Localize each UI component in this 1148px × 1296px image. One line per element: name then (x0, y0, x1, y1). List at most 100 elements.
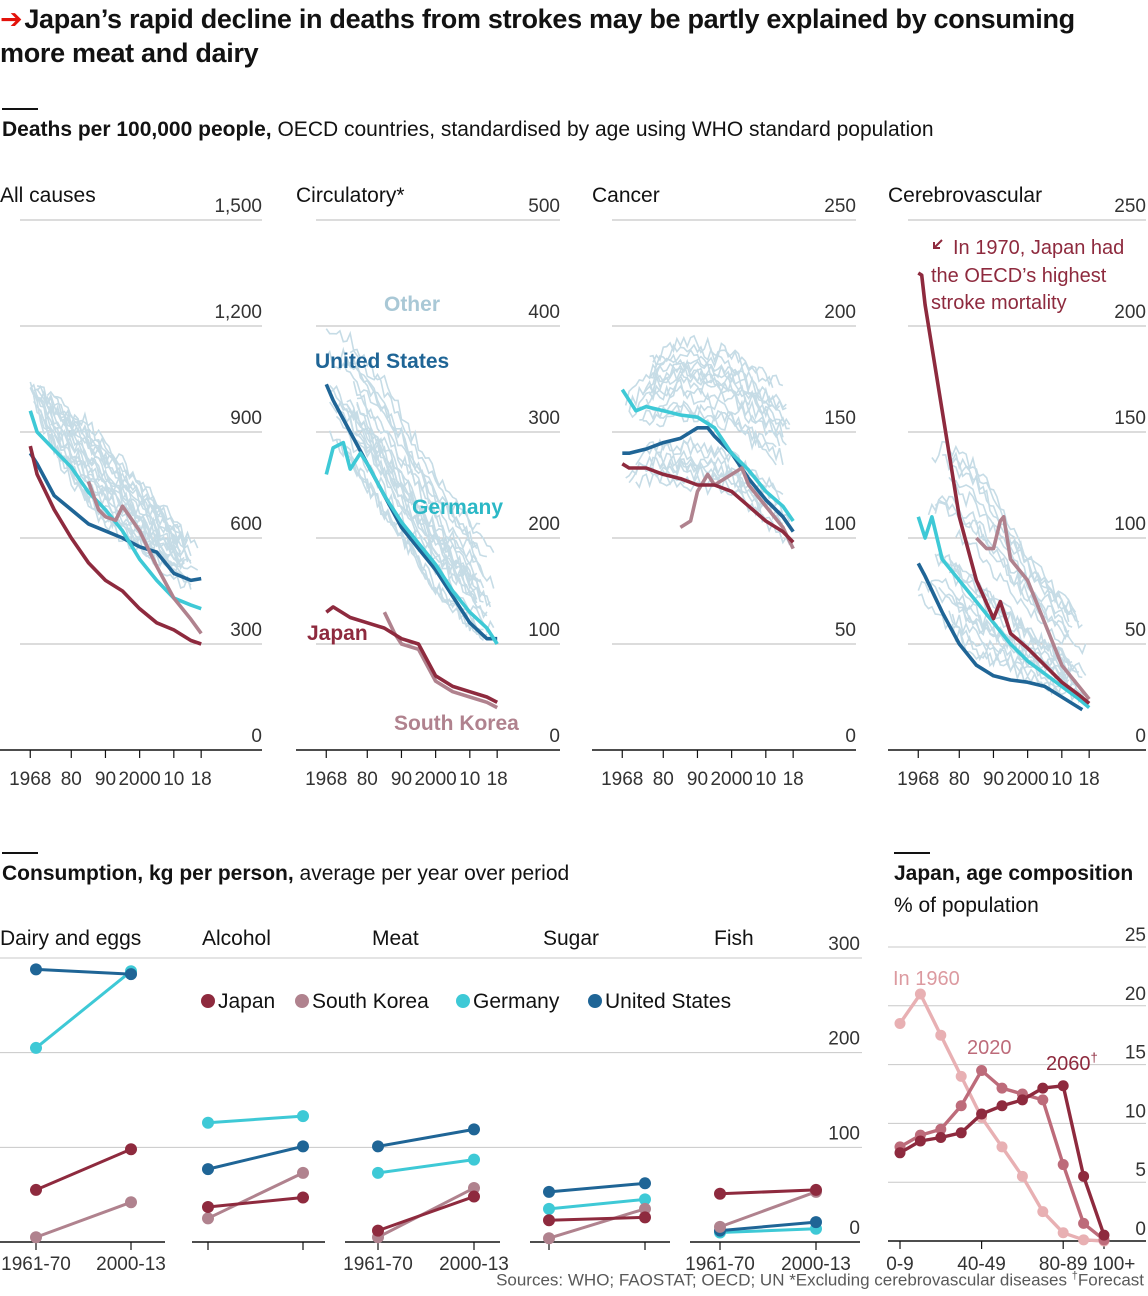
data-point (202, 1116, 214, 1129)
panel-title: Fish (714, 927, 754, 950)
data-point (894, 1017, 906, 1029)
other-country-line (948, 450, 1077, 613)
data-point (1037, 1206, 1049, 1218)
other-country-line (649, 353, 787, 411)
label-other: Other (384, 293, 440, 316)
series-line-south-korea (679, 466, 795, 550)
slope-line-japan (207, 1196, 304, 1209)
label-germany: Germany (412, 496, 503, 519)
other-country-line (349, 349, 495, 553)
x-tick-label: 2000 (118, 769, 160, 790)
other-country-line (43, 415, 185, 567)
data-point (935, 1029, 947, 1041)
data-point (894, 1147, 906, 1159)
y-tick-label: 0 (849, 1218, 860, 1239)
data-point (125, 1143, 137, 1156)
y-tick-label: 10 (1125, 1101, 1146, 1122)
series-line-united-states (916, 562, 1084, 712)
slope-line-japan (719, 1188, 817, 1196)
annotation-line: In 1970, Japan had (953, 237, 1124, 259)
x-tick-label: 80 (357, 769, 378, 790)
other-country-line (36, 385, 189, 549)
other-country-line (639, 403, 777, 448)
data-point (1057, 1159, 1069, 1171)
series-line-south-korea (975, 515, 1091, 701)
slope-line-germany (377, 1158, 475, 1175)
data-point (996, 1082, 1008, 1094)
y-tick-label: 600 (230, 514, 262, 535)
data-point (639, 1177, 651, 1190)
panel-title: Cerebrovascular (888, 184, 1042, 207)
x-tick-label: 90 (95, 769, 116, 790)
data-point (714, 1220, 726, 1233)
label-south-korea: South Korea (394, 712, 519, 735)
x-tick-label: 90 (687, 769, 708, 790)
y-tick-label: 5 (1135, 1160, 1146, 1181)
other-country-line (955, 484, 1073, 628)
legend-marker (588, 994, 602, 1008)
y-tick-label: 15 (1125, 1043, 1146, 1064)
consumption-section-header: Consumption, kg per person, average per … (2, 862, 570, 885)
other-country-line (625, 449, 791, 522)
data-point (543, 1185, 555, 1198)
data-point (468, 1153, 480, 1166)
data-point (372, 1224, 384, 1237)
section-rule (894, 852, 930, 854)
x-tick-label: 1961-70 (685, 1254, 755, 1275)
data-point (955, 1127, 967, 1139)
slope-line-germany (548, 1197, 646, 1211)
panel-title: Meat (372, 927, 419, 950)
data-point (955, 1100, 967, 1112)
x-tick-label: 90 (391, 769, 412, 790)
y-tick-label: 0 (1135, 1219, 1146, 1240)
data-point (1078, 1234, 1090, 1246)
data-point (372, 1140, 384, 1153)
slope-line-japan (377, 1195, 475, 1233)
series-label-1960: In 1960 (893, 968, 960, 990)
other-country-line (50, 414, 182, 553)
x-tick-label: 40-49 (957, 1254, 1006, 1275)
x-tick-label: 0-9 (886, 1254, 913, 1275)
data-point (1037, 1094, 1049, 1106)
age-series-line (899, 1068, 1106, 1242)
data-point (30, 1041, 42, 1054)
y-tick-label: 100 (1114, 514, 1146, 535)
data-point (372, 1166, 384, 1179)
data-point (543, 1232, 555, 1245)
arrow-icon: ➔ (0, 4, 23, 34)
y-tick-label: 200 (828, 1029, 860, 1050)
x-tick-label: 10 (755, 769, 776, 790)
y-tick-label: 200 (824, 302, 856, 323)
y-tick-label: 300 (528, 408, 560, 429)
other-country-line (927, 494, 1087, 656)
series-line-south-korea (86, 480, 203, 635)
x-tick-label: 2000-13 (96, 1254, 166, 1275)
other-country-line (648, 368, 790, 430)
other-country-line (346, 429, 488, 619)
data-point (935, 1132, 947, 1144)
x-tick-label: 1968 (601, 769, 643, 790)
legend-marker (295, 994, 309, 1008)
x-tick-label: 18 (191, 769, 212, 790)
panel-title: Sugar (543, 927, 599, 950)
series-line-japan (28, 445, 202, 646)
y-tick-label: 250 (1114, 196, 1146, 217)
x-tick-label: 1961-70 (343, 1254, 413, 1275)
slope-line-south-korea (719, 1190, 817, 1229)
age-series-line (898, 992, 1105, 1243)
slope-line-south-korea (207, 1171, 304, 1220)
x-tick-label: 10 (1051, 769, 1072, 790)
series-line-united-states (28, 452, 202, 583)
legend-marker (456, 994, 470, 1008)
data-point (1078, 1170, 1090, 1182)
arrow-icon (933, 239, 943, 249)
y-tick-label: 200 (528, 514, 560, 535)
data-point (976, 1064, 988, 1076)
other-country-line (955, 597, 1073, 685)
data-point (297, 1166, 309, 1179)
age-section-subheader: % of population (894, 894, 1039, 917)
data-point (639, 1202, 651, 1215)
other-country-line (346, 452, 478, 635)
data-point (976, 1108, 988, 1120)
y-tick-label: 20 (1125, 984, 1146, 1005)
